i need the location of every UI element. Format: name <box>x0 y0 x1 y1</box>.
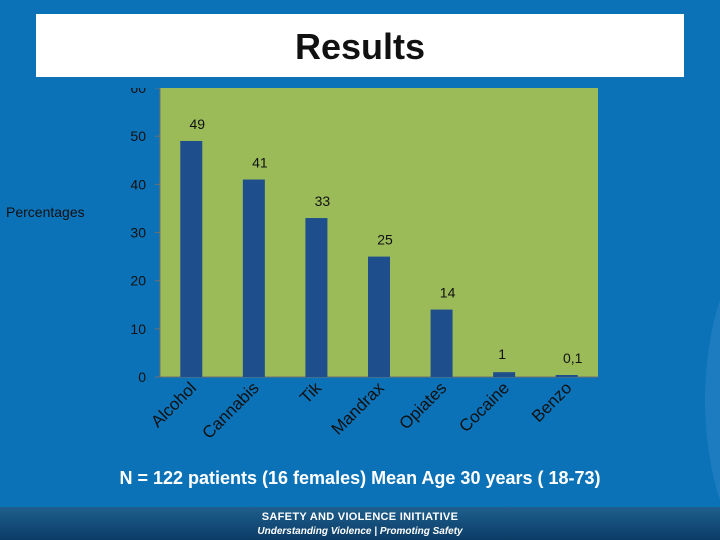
category-label: Opiates <box>396 378 451 433</box>
category-label: Tik <box>296 378 325 407</box>
data-label: 1 <box>498 346 506 362</box>
y-tick-label: 40 <box>130 176 146 192</box>
bar <box>493 372 516 377</box>
slide-title: Results <box>294 26 426 67</box>
title-box: Results <box>36 14 684 77</box>
data-label: 25 <box>377 232 393 248</box>
swoosh-decoration <box>705 300 720 500</box>
y-tick-label: 50 <box>130 128 146 144</box>
bar <box>180 140 203 377</box>
category-label: Mandrax <box>328 378 389 439</box>
footer-band: SAFETY AND VIOLENCE INITIATIVE Understan… <box>0 507 720 540</box>
y-tick-label: 10 <box>130 321 146 337</box>
bar-chart: 0 10 20 30 40 50 60 Percentages 49 Alcohol 41 Canna… <box>6 88 598 443</box>
category-label: Benzo <box>528 378 576 426</box>
data-label: 41 <box>252 155 268 171</box>
category-label: Cannabis <box>198 378 262 442</box>
data-label: 33 <box>315 193 331 209</box>
y-tick-label: 0 <box>138 369 146 385</box>
bar <box>368 256 390 377</box>
bar <box>305 218 328 377</box>
bar <box>430 309 453 377</box>
footer-org: SAFETY AND VIOLENCE INITIATIVE <box>261 511 459 523</box>
y-axis-title: Percentages <box>6 204 85 220</box>
bar <box>555 375 578 377</box>
bar <box>242 179 265 377</box>
category-label: Cocaine <box>455 378 513 436</box>
data-label: 49 <box>189 116 205 132</box>
sample-footnote: N = 122 patients (16 females) Mean Age 3… <box>119 468 601 488</box>
category-label: Alcohol <box>147 378 200 431</box>
footer-tagline: Understanding Violence | Promoting Safet… <box>257 526 463 537</box>
data-label: 0,1 <box>563 350 583 366</box>
data-label: 14 <box>440 285 456 301</box>
y-tick-label: 20 <box>130 273 146 289</box>
y-tick-label: 30 <box>130 225 146 241</box>
y-tick-label: 60 <box>130 88 146 96</box>
